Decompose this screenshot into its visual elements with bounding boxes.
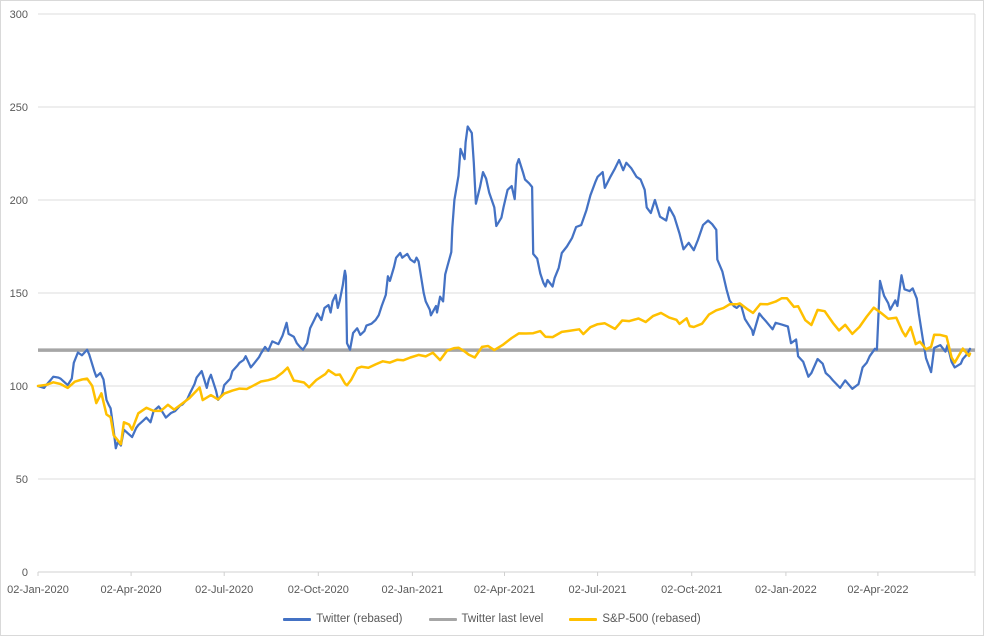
y-tick-label-0: 0 [22, 567, 28, 579]
y-tick-label-100: 100 [10, 381, 28, 393]
chart-legend: Twitter (rebased) Twitter last level S&P… [0, 613, 984, 625]
x-tick-label-8: 02-Jan-2022 [755, 584, 817, 596]
y-tick-label-200: 200 [10, 195, 28, 207]
legend-item-twitter: Twitter (rebased) [283, 613, 403, 625]
y-tick-label-50: 50 [16, 474, 28, 486]
y-tick-label-300: 300 [10, 9, 28, 21]
x-tick-label-9: 02-Apr-2022 [847, 584, 908, 596]
legend-item-twitter-last-level: Twitter last level [428, 613, 544, 625]
x-tick-label-1: 02-Apr-2020 [101, 584, 162, 596]
x-tick-label-5: 02-Apr-2021 [474, 584, 535, 596]
x-tick-label-6: 02-Jul-2021 [569, 584, 627, 596]
x-tick-label-2: 02-Jul-2020 [195, 584, 253, 596]
legend-item-sp500: S&P-500 (rebased) [569, 613, 701, 625]
x-tick-label-4: 02-Jan-2021 [382, 584, 444, 596]
sp500-line-swatch [569, 617, 598, 621]
sp500-series-line [36, 296, 972, 446]
legend-label-twitter: Twitter (rebased) [316, 613, 403, 625]
y-tick-label-250: 250 [10, 102, 28, 114]
legend-label-sp500: S&P-500 (rebased) [602, 613, 701, 625]
x-tick-label-7: 02-Oct-2021 [661, 584, 722, 596]
twitter-last-level-swatch [428, 617, 457, 621]
legend-label-twitter-last-level: Twitter last level [461, 613, 544, 625]
twitter-series-line [36, 125, 972, 450]
line-chart: 0 50 100 150 200 250 300 02-Jan-2020 02-Apr-2020… [7, 9, 976, 596]
x-tick-label-0: 02-Jan-2020 [7, 584, 69, 596]
y-tick-label-150: 150 [10, 288, 28, 300]
twitter-line-swatch [283, 617, 312, 621]
x-tick-label-3: 02-Oct-2020 [288, 584, 349, 596]
